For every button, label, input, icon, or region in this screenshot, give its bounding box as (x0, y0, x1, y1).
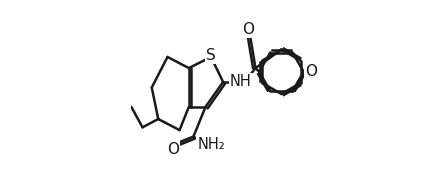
Text: O: O (305, 64, 317, 79)
Text: S: S (206, 48, 216, 63)
Text: O: O (167, 142, 179, 157)
Text: NH: NH (230, 74, 251, 89)
Text: NH₂: NH₂ (198, 136, 225, 152)
Text: O: O (242, 22, 254, 37)
